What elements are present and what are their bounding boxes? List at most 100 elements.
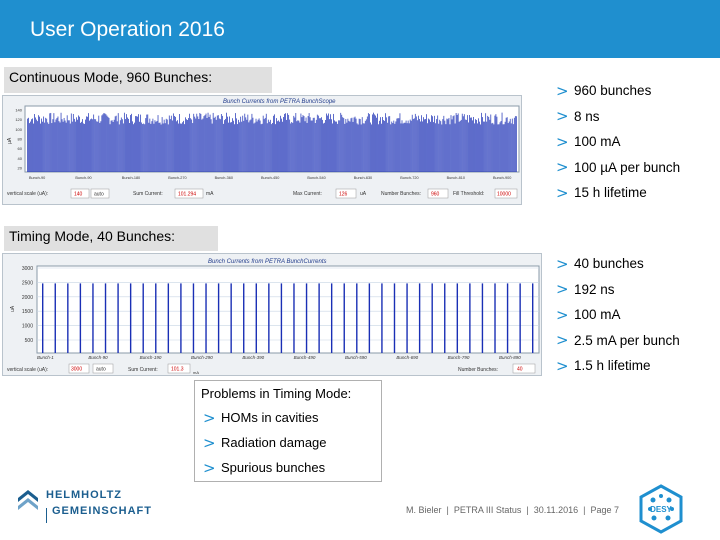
continuous-bar (163, 119, 165, 172)
continuous-bar (316, 114, 318, 172)
helmholtz-line2: GEMEINSCHAFT (52, 505, 152, 517)
continuous-bar (328, 113, 329, 172)
timing-bunch-screen: Bunch Currents from PETRA BunchCurrents … (2, 253, 542, 376)
continuous-vertical-scale-input[interactable] (70, 188, 90, 199)
continuous-bar (287, 113, 289, 172)
continuous-bar (510, 123, 512, 172)
continuous-bar (179, 114, 180, 172)
continuous-bar (52, 119, 54, 172)
continuous-bar (220, 114, 222, 172)
timing-y-tick: 1000 (22, 324, 33, 330)
timing-bar (406, 283, 408, 353)
continuous-bar (315, 119, 317, 172)
continuous-bar (167, 124, 169, 172)
continuous-bar (123, 112, 125, 172)
continuous-bar (78, 115, 79, 172)
continuous-bar (93, 114, 95, 172)
continuous-bar (409, 119, 411, 172)
timing-sum-current-unit: mA (193, 370, 199, 375)
continuous-bar (501, 112, 503, 172)
timing-x-tick: Bunch-490 (294, 355, 316, 360)
continuous-bar (183, 120, 184, 172)
continuous-bar (53, 113, 55, 172)
continuous-vertical-scale-label: vertical scale (uA): (7, 191, 48, 197)
timing-vertical-scale-input[interactable] (68, 363, 90, 374)
continuous-bar (475, 119, 476, 172)
continuous-bar (171, 120, 173, 172)
continuous-bar (304, 121, 306, 172)
timing-scale-mode-input[interactable] (92, 363, 114, 374)
continuous-bar (346, 122, 348, 172)
continuous-bar (441, 124, 443, 172)
continuous-bar (111, 120, 113, 172)
continuous-bar (353, 117, 355, 172)
continuous-bar (362, 123, 364, 172)
continuous-bar (294, 117, 296, 172)
continuous-bar (354, 116, 356, 172)
continuous-bullet: >15 h lifetime (556, 183, 647, 202)
continuous-bar (493, 124, 495, 172)
continuous-bar (146, 114, 148, 172)
continuous-bar (394, 123, 396, 172)
continuous-bar (57, 116, 59, 172)
continuous-bar (372, 114, 373, 172)
continuous-bar (393, 120, 395, 172)
continuous-bar (191, 119, 193, 172)
continuous-bar (367, 113, 369, 172)
continuous-max-current-unit: uA (360, 191, 367, 197)
continuous-bullet: >960 bunches (556, 81, 652, 100)
timing-x-tick: Bunch-790 (448, 355, 470, 360)
continuous-bar (153, 123, 155, 172)
continuous-bar (98, 115, 100, 172)
continuous-bar (61, 119, 63, 172)
continuous-bar (198, 119, 200, 172)
continuous-max-current-box (335, 188, 357, 199)
desy-logo-text: DESY (650, 505, 672, 514)
continuous-bar (452, 116, 454, 172)
continuous-bar (407, 120, 409, 172)
continuous-bar (297, 120, 299, 172)
continuous-bar (337, 123, 339, 172)
timing-bar (444, 283, 446, 353)
timing-bar (343, 283, 345, 353)
continuous-bar (202, 118, 204, 172)
continuous-bar (487, 115, 489, 172)
continuous-bar (355, 118, 357, 172)
desy-logo-icon: DESY (639, 484, 683, 534)
continuous-bar (48, 123, 50, 172)
continuous-bar (461, 113, 463, 172)
continuous-bar (319, 118, 321, 172)
continuous-bar (379, 120, 380, 172)
continuous-bar (140, 114, 142, 172)
continuous-bar (70, 113, 72, 172)
timing-number-bunches-box (512, 363, 536, 374)
continuous-bar (235, 113, 236, 172)
timing-bullet-list: >40 bunches >192 ns >100 mA >2.5 mA per … (556, 251, 680, 379)
continuous-bar (491, 123, 493, 172)
continuous-bar (494, 115, 496, 172)
continuous-scale-mode-input[interactable] (90, 188, 110, 199)
continuous-bar (421, 115, 422, 172)
timing-bunch-chart: Bunch Currents from PETRA BunchCurrents … (3, 254, 541, 375)
continuous-bar (318, 118, 320, 172)
timing-bar (368, 283, 371, 353)
continuous-bar (115, 115, 117, 172)
continuous-bar (80, 122, 81, 172)
continuous-bar (96, 121, 98, 172)
continuous-bar (338, 120, 340, 172)
continuous-bar (389, 116, 391, 172)
continuous-bar (239, 122, 241, 172)
continuous-bar (201, 119, 203, 172)
timing-bar (519, 283, 521, 353)
continuous-bar (450, 115, 452, 172)
continuous-bar (470, 117, 471, 172)
continuous-bar (374, 114, 375, 172)
continuous-bar (373, 112, 374, 172)
continuous-bar (331, 119, 332, 172)
continuous-bar (101, 115, 103, 172)
continuous-y-tick: 40 (18, 156, 23, 161)
continuous-bar (439, 119, 441, 172)
continuous-bar (324, 122, 325, 172)
continuous-bar (161, 117, 163, 172)
continuous-fill-threshold-box[interactable] (494, 188, 518, 199)
